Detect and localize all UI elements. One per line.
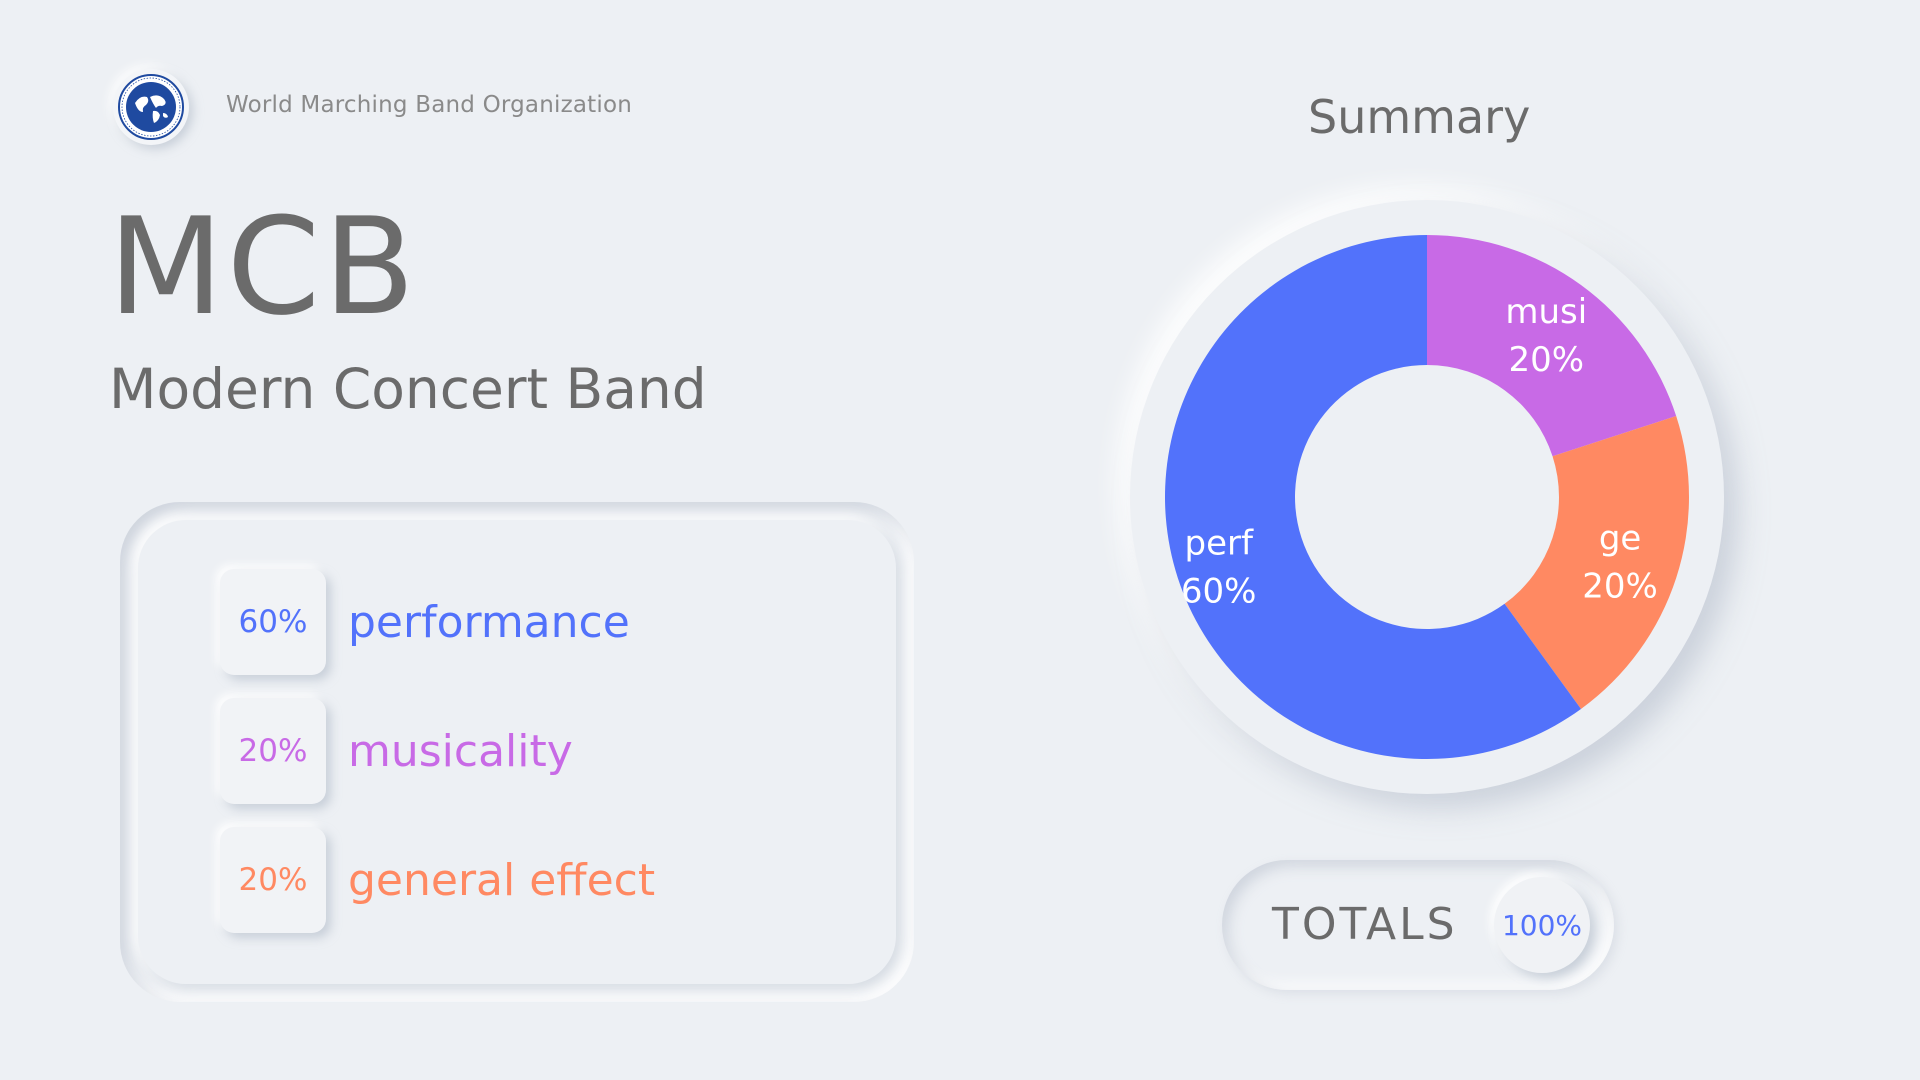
performance-percent-badge: 60% (220, 569, 326, 675)
donut-chart: musi 20% ge 20% perf 60% (1164, 235, 1689, 759)
donut-label-perf: perf (1184, 524, 1253, 564)
totals-label: TOTALS (1272, 899, 1458, 950)
legend-card-inner: 60% performance 20% musicality 20% gener… (138, 520, 896, 984)
donut-value-perf: 60% (1181, 572, 1257, 612)
donut-chart-ring: musi 20% ge 20% perf 60% (1130, 200, 1724, 794)
general-effect-percent-badge: 20% (220, 827, 326, 933)
performance-label: performance (348, 596, 630, 648)
band-full-name: Modern Concert Band (109, 357, 707, 421)
totals-pill: TOTALS 100% (1222, 860, 1614, 990)
totals-value: 100% (1494, 877, 1590, 973)
legend-row-performance: 60% performance (220, 568, 630, 676)
donut-slice-musi (1427, 235, 1677, 457)
summary-title: Summary (1308, 90, 1531, 144)
organization-name: World Marching Band Organization (226, 92, 633, 118)
band-acronym: MCB (108, 189, 419, 345)
legend-card: 60% performance 20% musicality 20% gener… (120, 502, 914, 1002)
legend-row-musicality: 20% musicality (220, 697, 573, 805)
general-effect-label: general effect (348, 854, 656, 906)
donut-slice-perf (1164, 235, 1581, 759)
donut-label-ge: ge (1599, 519, 1642, 559)
donut-slice-ge (1504, 416, 1689, 709)
globe-icon (118, 74, 184, 140)
organization-logo (113, 69, 189, 145)
musicality-label: musicality (348, 725, 573, 777)
legend-row-general-effect: 20% general effect (220, 826, 655, 934)
musicality-percent-badge: 20% (220, 698, 326, 804)
donut-label-musi: musi (1505, 292, 1587, 332)
donut-value-ge: 20% (1582, 567, 1658, 607)
donut-value-musi: 20% (1509, 340, 1585, 380)
